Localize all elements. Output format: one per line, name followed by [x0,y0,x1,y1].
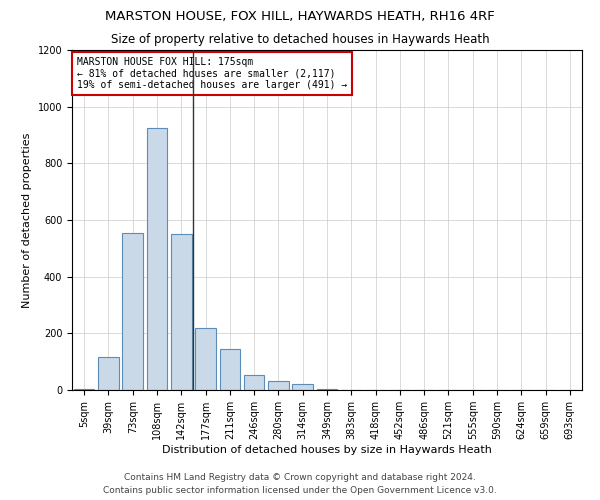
Bar [171,234,191,390]
Bar [268,381,289,390]
Bar [195,328,216,390]
Bar [292,384,313,390]
Text: MARSTON HOUSE, FOX HILL, HAYWARDS HEATH, RH16 4RF: MARSTON HOUSE, FOX HILL, HAYWARDS HEATH,… [105,10,495,23]
Bar [220,349,240,390]
X-axis label: Distribution of detached houses by size in Haywards Heath: Distribution of detached houses by size … [162,445,492,455]
Bar [244,376,265,390]
Bar [74,388,94,390]
Text: Size of property relative to detached houses in Haywards Heath: Size of property relative to detached ho… [110,32,490,46]
Bar [122,233,143,390]
Text: Contains HM Land Registry data © Crown copyright and database right 2024.
Contai: Contains HM Land Registry data © Crown c… [103,474,497,495]
Text: MARSTON HOUSE FOX HILL: 175sqm
← 81% of detached houses are smaller (2,117)
19% : MARSTON HOUSE FOX HILL: 175sqm ← 81% of … [77,57,347,90]
Y-axis label: Number of detached properties: Number of detached properties [22,132,32,308]
Bar [98,358,119,390]
Bar [317,388,337,390]
Bar [146,128,167,390]
